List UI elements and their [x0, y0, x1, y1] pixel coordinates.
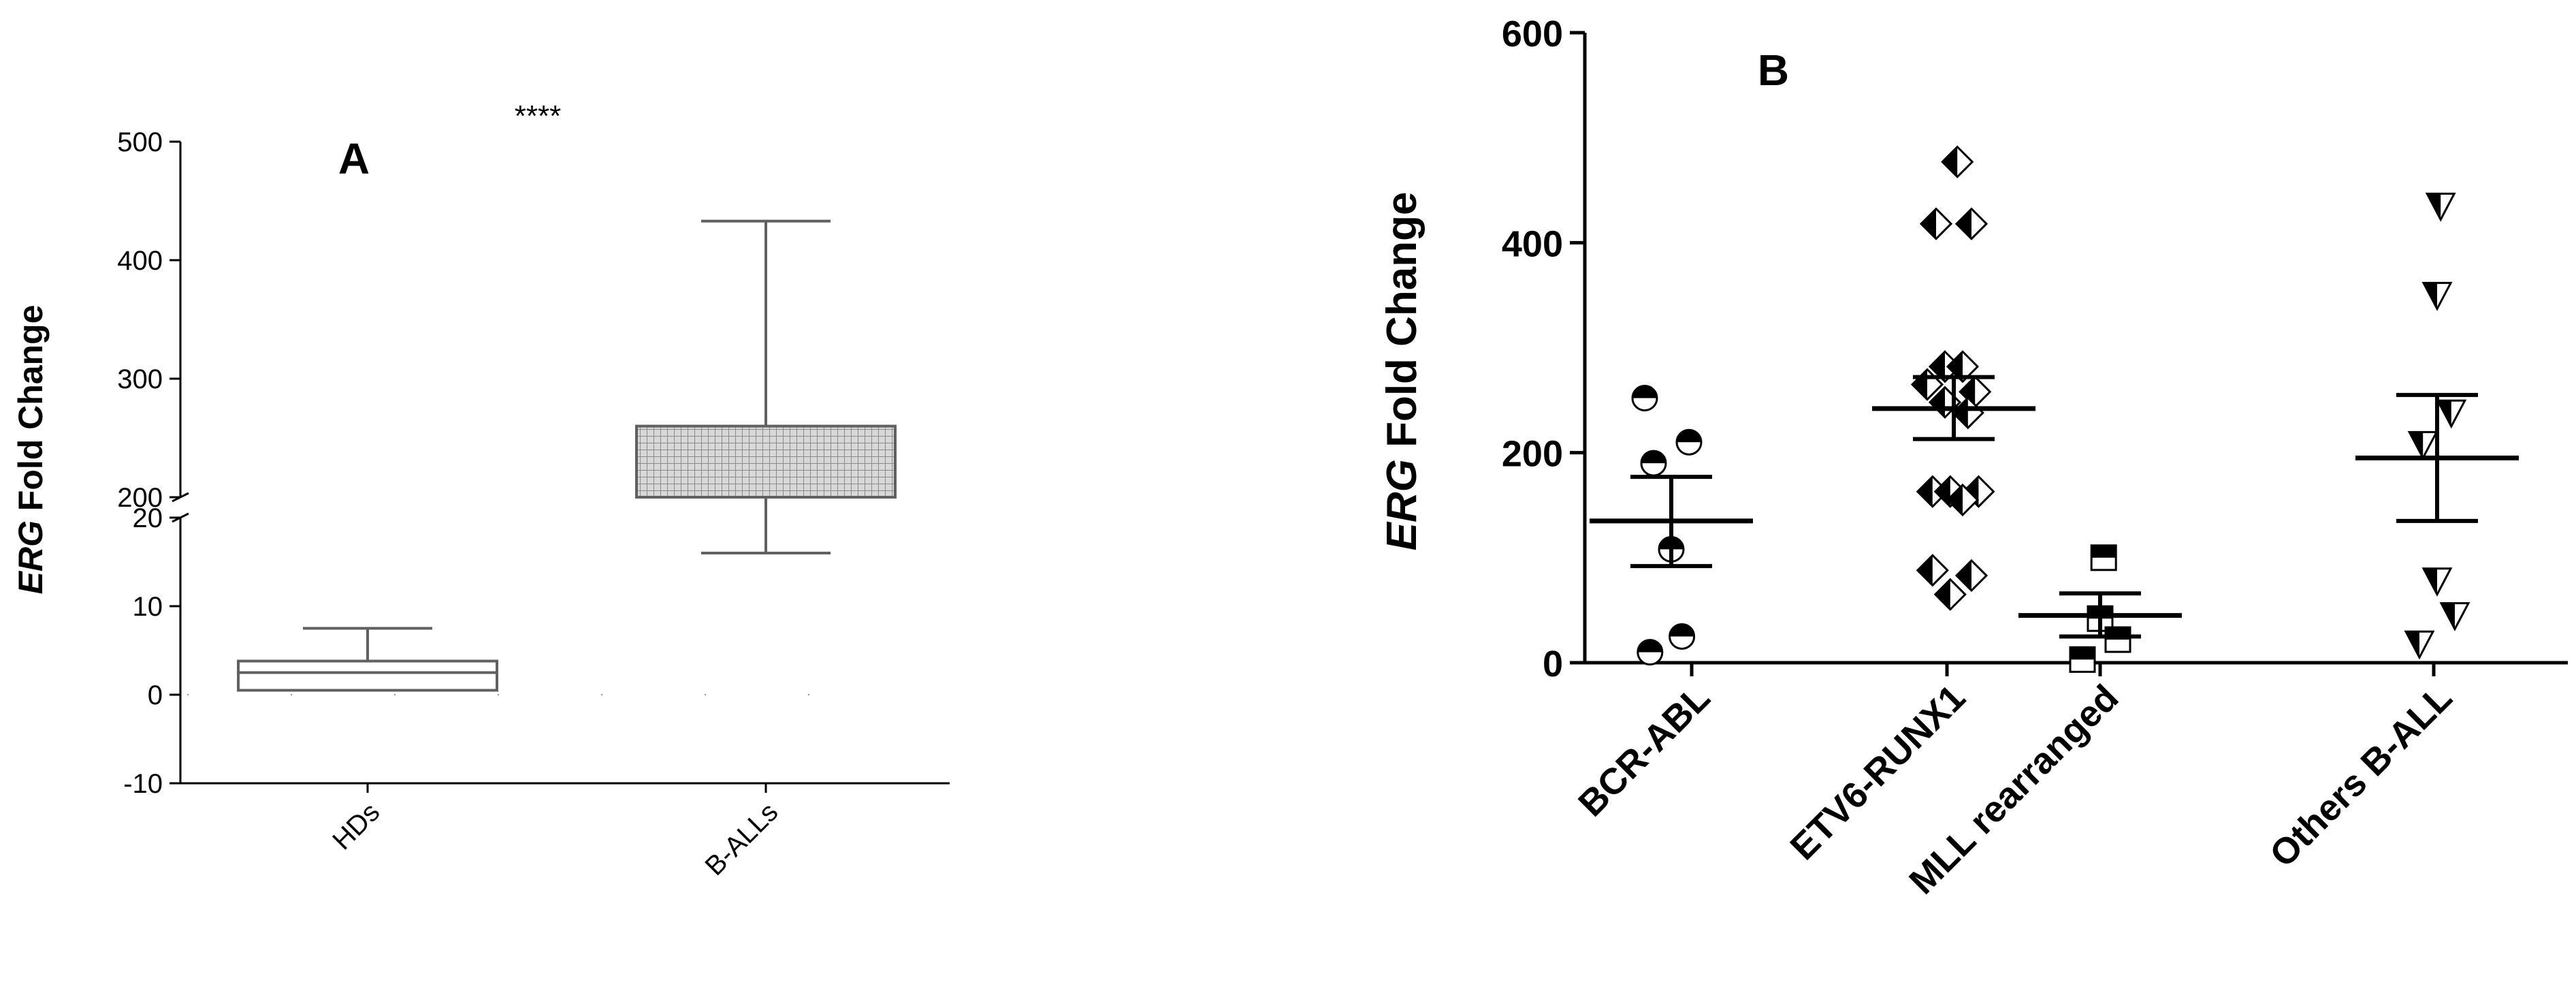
panel-a-axes — [172, 142, 950, 793]
marker-half-fill — [2091, 545, 2116, 558]
panel-b-y-label-rest: Fold Change — [1379, 191, 1426, 459]
data-point-triangle-down — [2407, 430, 2438, 460]
data-point-diamond — [1954, 207, 1989, 240]
marker-half-fill — [1942, 146, 1958, 177]
data-point-circle — [1675, 428, 1703, 456]
box-b-alls — [635, 424, 897, 499]
marker-half-fill — [2406, 631, 2419, 658]
marker-half-fill — [1917, 476, 1933, 507]
panel-a-y-label-rest: Fold Change — [12, 304, 50, 520]
x-tick-label: Others B-ALL — [2262, 677, 2460, 875]
marker-half-fill — [2427, 193, 2441, 220]
marker-half-fill — [1669, 624, 1694, 637]
marker-half-fill — [1957, 208, 1971, 239]
data-point-square — [2090, 544, 2117, 571]
panel-b-mean-sem — [1590, 375, 2519, 639]
data-point-triangle-down — [2404, 630, 2435, 660]
data-point-triangle-down — [2421, 567, 2453, 597]
marker-half-fill — [1957, 561, 1971, 591]
y-tick-label: 500 — [117, 127, 163, 157]
panel-b-scatter-plot: 0 200 400 600 B ERG Fold Change BCR-ABL ETV6… — [1379, 14, 2568, 902]
panel-a-boxes — [237, 219, 897, 692]
data-point-diamond — [1933, 578, 1967, 611]
panel-b-y-axis-label: ERG Fold Change — [1379, 191, 1426, 550]
marker-half-fill — [1935, 579, 1950, 610]
y-tick-label: 400 — [1502, 223, 1563, 264]
data-point-circle — [1640, 450, 1667, 477]
marker-half-fill — [1912, 369, 1927, 400]
data-point-triangle-down — [2436, 399, 2467, 429]
data-point-triangle-down — [2421, 281, 2453, 311]
y-tick-label: 0 — [148, 680, 163, 710]
panel-b-y-label-italic: ERG — [1379, 459, 1426, 550]
data-point-diamond — [1946, 483, 1980, 517]
marker-half-fill — [2441, 603, 2455, 629]
y-tick-label: 20 — [133, 503, 163, 533]
data-point-diamond — [1919, 207, 1953, 240]
y-tick-label: 600 — [1502, 14, 1563, 54]
panel-b-points — [1631, 145, 2470, 673]
panel-b-axes — [1583, 33, 2568, 676]
marker-half-fill — [2424, 568, 2437, 595]
panel-a-y-label-italic: ERG — [12, 520, 50, 594]
data-point-circle — [1631, 385, 1658, 411]
y-tick-label: 0 — [1543, 644, 1563, 685]
y-tick-label: 10 — [133, 592, 163, 622]
y-tick-label: 400 — [117, 246, 163, 276]
x-tick-label: B-ALLs — [699, 797, 784, 881]
panel-a-box-plot: 200 300 400 500 -10 0 10 20 A **** ERG Fold Cha… — [12, 99, 950, 881]
marker-half-fill — [1637, 640, 1662, 652]
y-tick-label: -10 — [123, 769, 163, 799]
data-point-square — [2104, 626, 2131, 653]
marker-half-fill — [1930, 351, 1945, 382]
y-tick-label: 200 — [117, 483, 163, 513]
marker-half-fill — [1917, 555, 1933, 586]
data-point-triangle-down — [2439, 602, 2470, 631]
panel-a-x-labels: HDs B-ALLs — [327, 797, 784, 881]
y-tick-label: 300 — [117, 364, 163, 394]
marker-half-fill — [1677, 430, 1701, 443]
panel-b-letter: B — [1758, 46, 1789, 95]
panel-a-letter: A — [338, 134, 370, 183]
marker-half-fill — [2409, 432, 2424, 458]
marker-half-fill — [1960, 377, 1976, 407]
panel-a-y-axis-label: ERG Fold Change — [12, 304, 50, 594]
marker-half-fill — [2437, 400, 2451, 427]
marker-half-fill — [2070, 647, 2095, 660]
marker-half-fill — [1921, 208, 1936, 239]
box-hds — [237, 659, 498, 692]
data-point-diamond — [1959, 375, 1992, 409]
significance-stars: **** — [515, 99, 562, 133]
marker-half-fill — [1948, 485, 1963, 516]
marker-half-fill — [1935, 476, 1950, 507]
data-point-circle — [1669, 623, 1696, 650]
marker-half-fill — [1632, 386, 1657, 398]
data-point-diamond — [1946, 350, 1980, 383]
y-tick-label: 200 — [1502, 434, 1563, 475]
marker-half-fill — [1948, 351, 1963, 382]
data-point-triangle-down — [2425, 192, 2456, 222]
data-point-diamond — [1916, 554, 1949, 587]
x-tick-label: HDs — [327, 797, 385, 855]
panel-b-y-ticks: 0 200 400 600 — [1502, 14, 1585, 685]
panel-a-y-ticks: 200 300 400 500 -10 0 10 20 — [117, 127, 180, 799]
data-point-diamond — [1954, 559, 1989, 593]
data-point-square — [2069, 646, 2096, 673]
marker-half-fill — [1952, 398, 1968, 428]
data-point-circle — [1637, 639, 1664, 666]
data-point-diamond — [1941, 145, 1974, 178]
x-tick-label: BCR-ABL — [1571, 677, 1718, 824]
marker-half-fill — [1641, 451, 1666, 464]
data-point-diamond — [1928, 350, 1962, 383]
